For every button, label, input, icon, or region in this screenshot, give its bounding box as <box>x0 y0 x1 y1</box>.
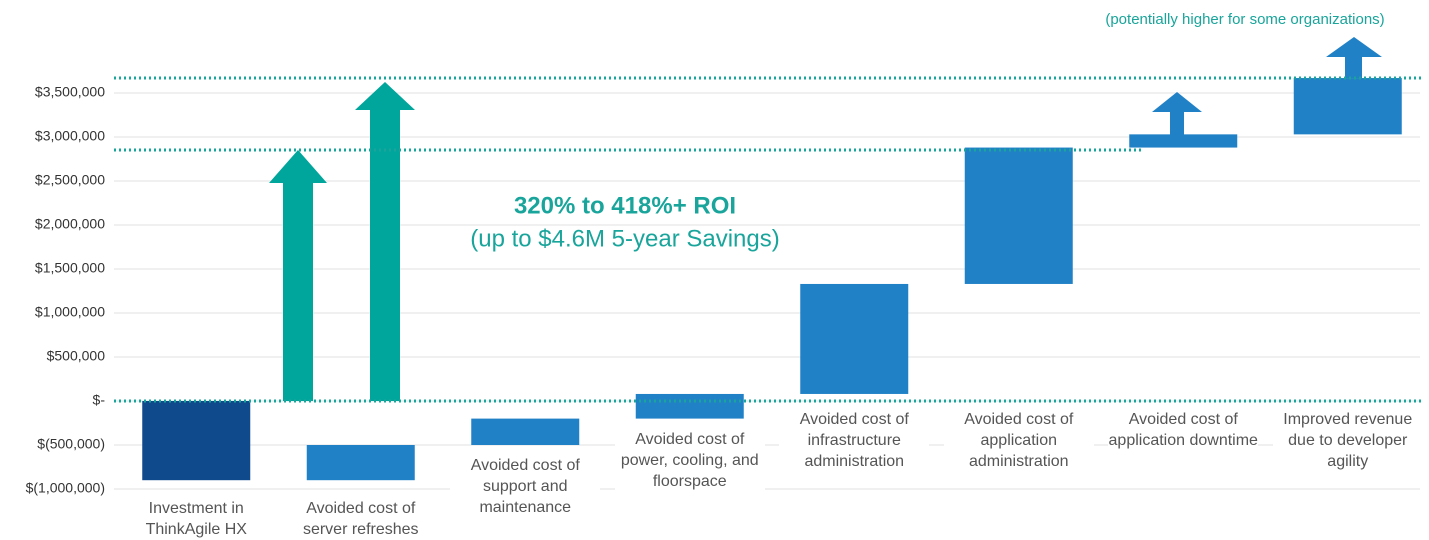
category-label: Investment in ThinkAgile HX <box>121 498 272 540</box>
bar <box>1129 134 1238 148</box>
category-label: Avoided cost of application administrati… <box>943 409 1094 472</box>
bar <box>1293 78 1402 135</box>
category-label: Avoided cost of power, cooling, and floo… <box>614 428 765 492</box>
category-label: Avoided cost of server refreshes <box>285 498 436 540</box>
y-tick-label: $- <box>93 392 106 408</box>
dotted-lines <box>114 76 1422 403</box>
y-tick-label: $500,000 <box>47 348 106 364</box>
bar <box>471 418 580 445</box>
category-label: Avoided cost of support and maintenance <box>450 455 601 518</box>
bar <box>964 147 1073 284</box>
y-tick-label: $3,000,000 <box>35 128 105 144</box>
category-label: Improved revenue due to developer agilit… <box>1272 409 1423 472</box>
y-tick-label: $1,500,000 <box>35 260 105 276</box>
bars <box>142 78 1402 481</box>
up-arrow <box>1152 92 1202 135</box>
note-annotation: (potentially higher for some organizatio… <box>1105 11 1384 28</box>
bar <box>635 393 744 419</box>
y-tick-label: $2,000,000 <box>35 216 105 232</box>
savings-annotation: (up to $4.6M 5-year Savings) <box>470 225 779 252</box>
up-arrow <box>1326 37 1382 78</box>
y-tick-label: $3,500,000 <box>35 84 105 100</box>
category-label: Avoided cost of infrastructure administr… <box>779 409 930 472</box>
y-tick-label: $2,500,000 <box>35 172 105 188</box>
category-label: Avoided cost of application downtime <box>1108 409 1259 451</box>
y-tick-label: $1,000,000 <box>35 304 105 320</box>
small-arrows <box>1152 37 1382 135</box>
y-tick-label: $(500,000) <box>37 436 105 452</box>
roi-arrow <box>355 82 415 401</box>
bar <box>142 401 251 481</box>
roi-arrow <box>269 150 327 401</box>
roi-annotation: 320% to 418%+ ROI <box>514 192 736 219</box>
bar <box>800 283 909 394</box>
y-tick-label: $(1,000,000) <box>26 480 105 496</box>
bar <box>306 445 415 481</box>
arrows <box>269 82 415 401</box>
